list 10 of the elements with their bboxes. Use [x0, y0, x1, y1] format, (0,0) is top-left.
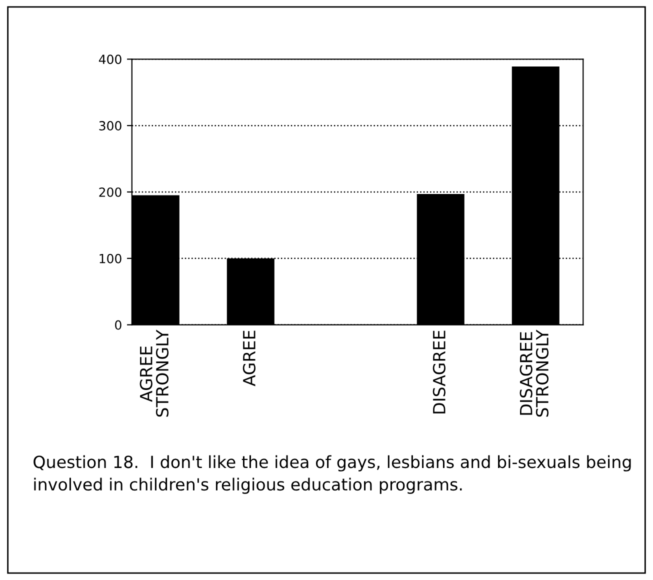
x-tick-label: AGREE STRONGLY: [140, 330, 169, 417]
y-tick-label: 400: [98, 54, 122, 64]
y-tick-label: 0: [115, 320, 122, 330]
x-tick-label: AGREE: [242, 330, 256, 386]
x-tick-label: DISAGREE: [432, 330, 446, 414]
x-tick-label: DISAGREE STRONGLY: [520, 330, 549, 417]
text: Question 18. I don't like the idea of gays, lesbians and bi-sexuals being involved in children's religious education programs.: [34, 455, 631, 494]
y-tick-label: 200: [99, 187, 122, 197]
y-tick-label: 100: [100, 254, 122, 264]
y-tick-label: 300: [99, 121, 122, 130]
